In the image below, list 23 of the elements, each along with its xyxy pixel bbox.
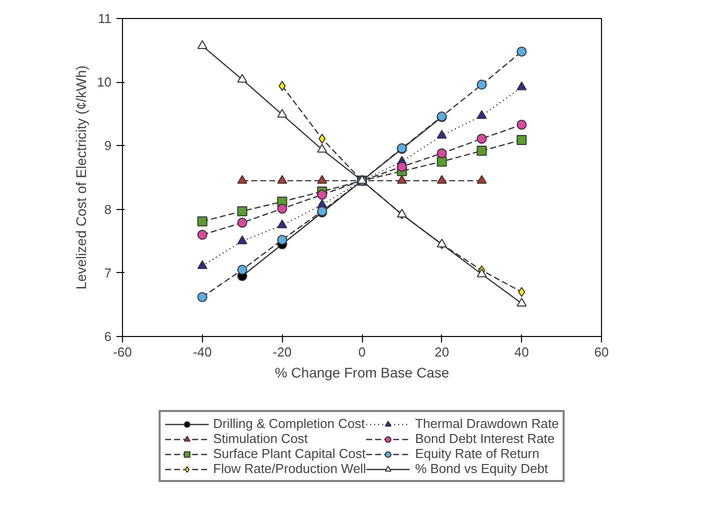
y-tick-label: 9 bbox=[104, 138, 112, 154]
x-axis-title: % Change From Base Case bbox=[274, 364, 450, 380]
x-tick-label: -60 bbox=[113, 344, 132, 360]
legend-label: Equity Rate of Return bbox=[415, 446, 540, 461]
y-tick-label: 10 bbox=[97, 74, 112, 90]
legend-label: Stimulation Cost bbox=[213, 431, 308, 446]
y-tick-label: 11 bbox=[98, 11, 112, 26]
x-tick-label: 20 bbox=[434, 344, 450, 360]
y-tick-label: 7 bbox=[104, 265, 112, 280]
y-tick-label: 6 bbox=[104, 329, 112, 344]
legend-label: % Bond vs Equity Debt bbox=[415, 461, 548, 476]
x-tick-label: 0 bbox=[358, 344, 366, 360]
legend-label: Drilling & Completion Cost bbox=[213, 416, 365, 431]
x-tick-label: 60 bbox=[594, 344, 609, 360]
x-tick-label: -40 bbox=[192, 344, 212, 360]
y-tick-label: 8 bbox=[104, 202, 112, 217]
legend-label: Thermal Drawdown Rate bbox=[415, 416, 559, 431]
legend-label: Surface Plant Capital Cost bbox=[213, 446, 366, 461]
x-tick-label: -20 bbox=[272, 344, 292, 360]
legend-label: Bond Debt Interest Rate bbox=[415, 431, 555, 446]
legend-label: Flow Rate/Production Well bbox=[213, 461, 366, 476]
y-axis-title: Levelized Cost of Electricity (¢/kWh) bbox=[73, 65, 90, 290]
x-tick-label: 40 bbox=[514, 344, 529, 360]
